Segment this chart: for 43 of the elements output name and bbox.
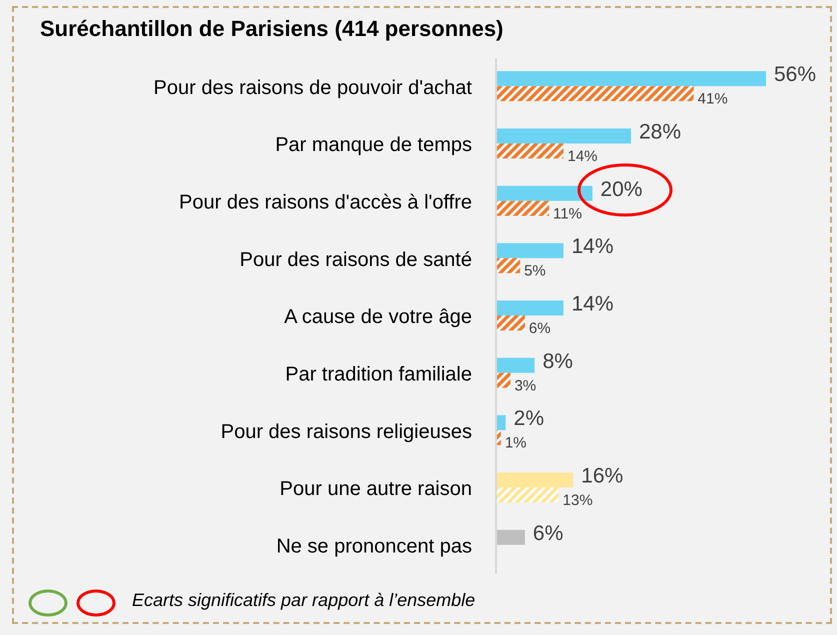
bar <box>496 358 535 373</box>
data-label: 13% <box>562 492 593 509</box>
bar <box>496 372 510 388</box>
bar <box>496 243 564 258</box>
data-label: 5% <box>524 262 546 280</box>
bar <box>496 258 520 274</box>
y-tick-label: Pour des raisons de pouvoir d'achat <box>154 76 472 99</box>
bar <box>496 128 631 144</box>
bar <box>496 316 525 331</box>
data-label: 3% <box>514 377 536 394</box>
text: Ecarts significatifs par rapport à l’ensemble <box>132 590 476 611</box>
y-tick-label: A cause de votre âge <box>284 306 472 328</box>
y-tick-label: Par tradition familiale <box>285 363 472 386</box>
bar <box>496 186 592 201</box>
data-label: 14% <box>568 148 598 165</box>
bar <box>496 300 564 316</box>
data-label: 20% <box>600 178 642 201</box>
data-label: 11% <box>553 205 582 222</box>
bar <box>496 488 559 503</box>
data-label: 6% <box>532 522 564 545</box>
data-label: 56% <box>774 63 816 86</box>
bar <box>496 530 525 545</box>
y-tick-label: Par manque de temps <box>275 134 472 156</box>
bar <box>496 86 694 102</box>
bar <box>496 472 574 488</box>
data-label: 2% <box>514 407 544 430</box>
y-tick-label: Pour des raisons d'accès à l'offre <box>179 191 472 214</box>
data-label: 14% <box>572 292 614 316</box>
data-label: 14% <box>572 235 614 258</box>
text: Suréchantillon de Parisiens (414 personnes) <box>40 16 504 42</box>
y-tick-label: Pour une autre raison <box>280 478 472 500</box>
y-tick-label: Pour des raisons de santé <box>240 248 472 271</box>
y-tick-label: Pour des raisons religieuses <box>220 420 472 443</box>
data-label: 28% <box>639 120 682 144</box>
data-label: 16% <box>581 464 624 488</box>
data-label: 8% <box>542 350 573 373</box>
y-tick-label: Ne se prononcent pas <box>276 535 472 558</box>
bar <box>496 71 766 86</box>
data-label: 1% <box>504 434 527 452</box>
bar <box>496 144 564 159</box>
bar <box>496 200 550 216</box>
data-label: 41% <box>698 90 728 108</box>
data-label: 6% <box>528 320 551 337</box>
